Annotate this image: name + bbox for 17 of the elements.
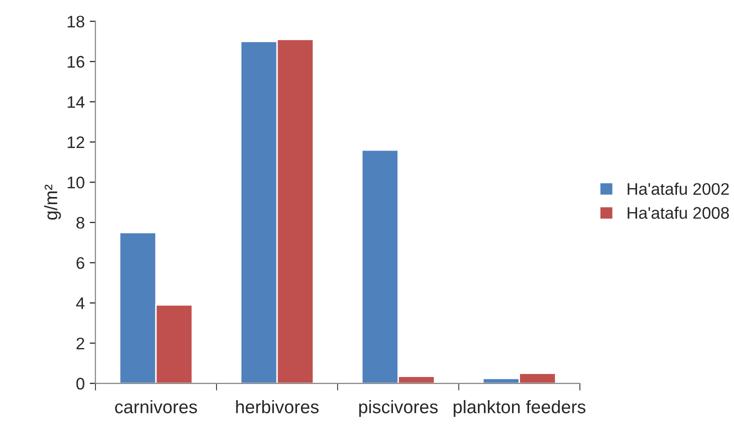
y-axis-title: g/m² — [44, 184, 61, 220]
y-tick-label: 14 — [68, 96, 85, 108]
y-tick-label: 2 — [76, 338, 84, 350]
x-tick-label: plankton feeders — [454, 400, 586, 417]
x-tick-label: carnivores — [115, 400, 197, 414]
y-tick-label: 4 — [76, 298, 85, 309]
y-tick-label: 6 — [76, 257, 84, 269]
y-tick-label: 0 — [76, 378, 84, 390]
x-tick-label: herbivores — [236, 400, 319, 414]
x-tick-label: piscivores — [359, 400, 438, 417]
y-tick-label: 10 — [68, 176, 84, 188]
y-tick-label: 18 — [68, 16, 84, 28]
legend-label: Ha'atafu 2008 — [628, 206, 729, 219]
y-tick-label: 8 — [76, 216, 84, 229]
y-tick-label: 16 — [68, 56, 84, 68]
y-tick-label: 12 — [68, 136, 84, 148]
legend-label: Ha'atafu 2002 — [628, 182, 729, 195]
